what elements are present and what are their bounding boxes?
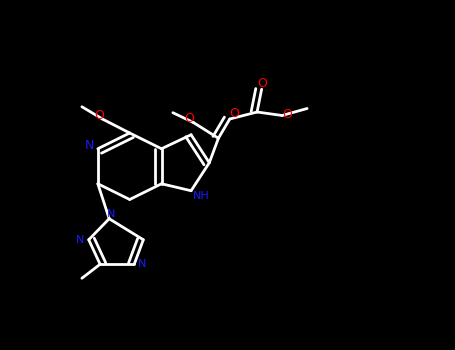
Text: NH: NH (193, 191, 209, 201)
Text: O: O (229, 107, 239, 120)
Text: N: N (76, 235, 85, 245)
Text: O: O (258, 77, 268, 91)
Text: O: O (94, 109, 104, 122)
Text: N: N (85, 139, 94, 152)
Text: N: N (107, 209, 116, 219)
Text: O: O (283, 107, 293, 121)
Text: N: N (138, 259, 147, 269)
Text: O: O (184, 112, 194, 126)
